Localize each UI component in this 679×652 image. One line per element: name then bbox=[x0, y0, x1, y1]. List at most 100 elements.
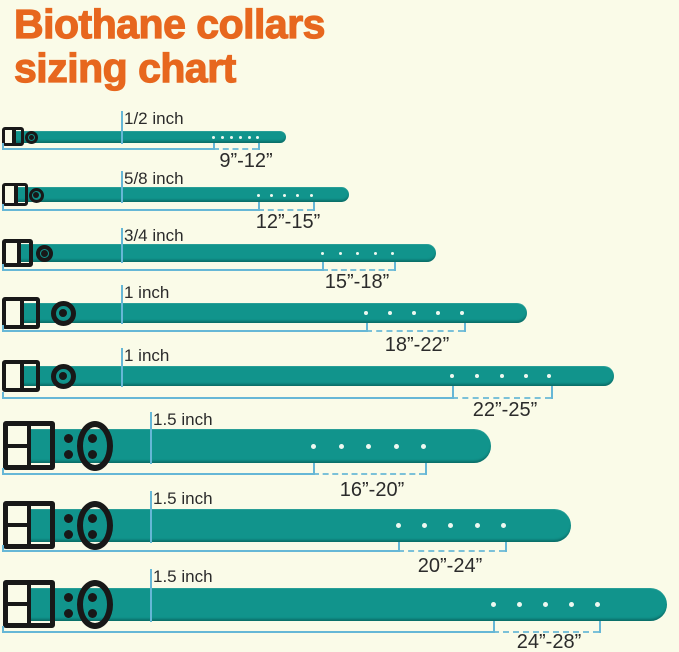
size-bracket-line bbox=[2, 550, 398, 552]
page-title: Biothane collars sizing chart bbox=[13, 1, 326, 90]
bracket-tick bbox=[464, 323, 466, 332]
hole-icon bbox=[475, 374, 479, 378]
collar-strap bbox=[15, 244, 436, 262]
buckle-window bbox=[8, 585, 28, 623]
width-indicator-line bbox=[121, 285, 123, 324]
bracket-tick bbox=[322, 262, 324, 271]
collar-width-label: 1 inch bbox=[124, 346, 170, 365]
hole-icon bbox=[450, 374, 454, 378]
hole-icon bbox=[500, 522, 506, 528]
rivet-icon bbox=[63, 529, 73, 539]
bracket-tick bbox=[452, 386, 454, 399]
hole-icon bbox=[310, 443, 316, 449]
buckle-window bbox=[5, 130, 13, 143]
buckle-divider bbox=[19, 364, 24, 388]
rivet-icon bbox=[63, 513, 73, 523]
buckle-divider bbox=[12, 130, 17, 143]
width-indicator-line bbox=[150, 491, 152, 543]
buckle-divider bbox=[27, 585, 32, 623]
width-indicator-line bbox=[150, 569, 152, 622]
bracket-tick bbox=[2, 626, 4, 633]
hole-icon bbox=[568, 601, 574, 607]
bracket-tick bbox=[398, 542, 400, 552]
hole-icon bbox=[355, 251, 359, 255]
hole-icon bbox=[365, 443, 371, 449]
buckle-window bbox=[5, 186, 15, 203]
hole-icon bbox=[421, 522, 427, 528]
size-bracket-line bbox=[2, 330, 366, 332]
buckle-icon bbox=[2, 297, 40, 329]
size-range-label: 9”-12” bbox=[219, 150, 273, 172]
hole-icon bbox=[295, 193, 299, 197]
size-range-label: 15”-18” bbox=[324, 271, 390, 293]
hole-icon bbox=[364, 311, 368, 315]
size-bracket-dashed-line bbox=[493, 631, 599, 633]
d-ring-icon bbox=[28, 187, 44, 203]
size-range-label: 24”-28” bbox=[516, 631, 582, 652]
buckle-divider bbox=[16, 243, 21, 263]
bracket-tick bbox=[258, 143, 260, 150]
hole-icon bbox=[395, 522, 401, 528]
buckle-midbar bbox=[8, 523, 28, 527]
hole-icon bbox=[220, 135, 224, 139]
collar-width-label: 3/4 inch bbox=[124, 226, 184, 245]
bracket-tick bbox=[313, 202, 315, 211]
buckle-window bbox=[6, 243, 17, 263]
buckle-divider bbox=[19, 301, 24, 325]
size-bracket-dashed-line bbox=[322, 269, 394, 271]
collar-width-label: 1.5 inch bbox=[153, 410, 213, 429]
rivet-icon bbox=[87, 513, 97, 523]
hole-icon bbox=[309, 193, 313, 197]
size-range-label: 20”-24” bbox=[417, 555, 483, 577]
rivet-icon bbox=[63, 608, 73, 618]
hole-icon bbox=[412, 311, 416, 315]
collar-width-label: 1 inch bbox=[124, 283, 170, 302]
rivet-icon bbox=[87, 433, 97, 443]
collar-strap bbox=[11, 131, 286, 143]
bracket-tick bbox=[2, 204, 4, 211]
bracket-tick bbox=[551, 386, 553, 399]
hole-icon bbox=[269, 193, 273, 197]
bracket-tick bbox=[313, 463, 315, 475]
hole-icon bbox=[594, 601, 600, 607]
buckle-divider bbox=[14, 186, 19, 203]
size-bracket-dashed-line bbox=[398, 550, 505, 552]
size-bracket-line bbox=[2, 148, 213, 150]
bracket-tick bbox=[2, 325, 4, 332]
size-bracket-dashed-line bbox=[313, 473, 425, 475]
size-range-label: 18”-22” bbox=[384, 334, 450, 356]
hole-icon bbox=[524, 374, 528, 378]
hole-icon bbox=[390, 251, 394, 255]
d-ring-icon bbox=[77, 421, 113, 471]
size-bracket-dashed-line bbox=[452, 397, 551, 399]
hole-icon bbox=[373, 251, 377, 255]
size-bracket-line bbox=[2, 631, 493, 633]
rivet-icon bbox=[87, 592, 97, 602]
d-ring-icon bbox=[24, 130, 38, 144]
hole-icon bbox=[238, 135, 242, 139]
rivet-icon bbox=[87, 449, 97, 459]
buckle-icon bbox=[3, 421, 55, 470]
size-range-label: 12”-15” bbox=[255, 211, 321, 233]
hole-icon bbox=[474, 522, 480, 528]
buckle-icon bbox=[3, 501, 55, 549]
buckle-icon bbox=[2, 360, 40, 392]
hole-icon bbox=[320, 251, 324, 255]
hole-icon bbox=[500, 374, 504, 378]
hole-icon bbox=[393, 443, 399, 449]
collar-strap bbox=[19, 366, 614, 386]
